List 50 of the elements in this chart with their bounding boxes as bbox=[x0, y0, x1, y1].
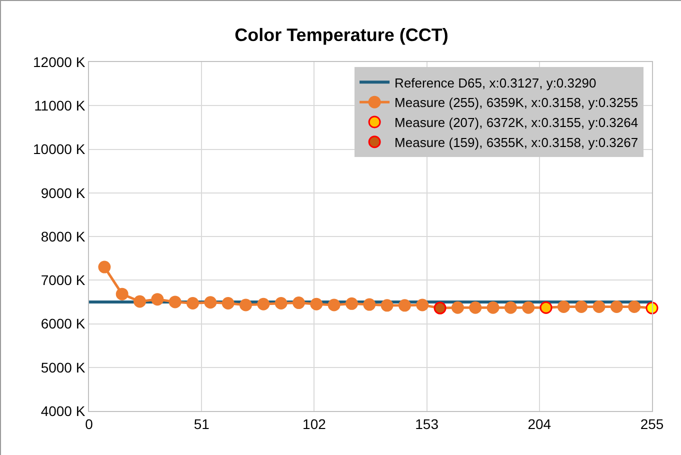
point bbox=[363, 298, 376, 311]
point bbox=[310, 298, 323, 310]
point bbox=[592, 300, 606, 313]
point bbox=[257, 298, 270, 310]
point bbox=[186, 297, 200, 310]
legend-label: Measure (159), 6355K, x:0.3158, y:0.3267 bbox=[394, 134, 638, 150]
x-tick-label: 153 bbox=[415, 416, 439, 432]
x-tick-label: 255 bbox=[640, 416, 664, 432]
y-tick-label: 5000 K bbox=[40, 359, 86, 376]
point bbox=[204, 296, 217, 309]
y-tick-label: 6000 K bbox=[40, 316, 86, 332]
legend-label: Measure (255), 6359K, x:0.3158, y:0.3255 bbox=[394, 95, 638, 110]
point bbox=[398, 299, 411, 312]
y-tick-label: 4000 K bbox=[40, 402, 86, 419]
point bbox=[486, 301, 500, 314]
point bbox=[557, 300, 570, 313]
point bbox=[380, 299, 394, 312]
point bbox=[522, 301, 535, 314]
point bbox=[345, 297, 358, 310]
point bbox=[151, 293, 164, 306]
y-tick-label: 8000 K bbox=[40, 228, 86, 244]
y-tick-label: 9000 K bbox=[40, 184, 86, 201]
point bbox=[628, 300, 641, 313]
point bbox=[610, 300, 623, 313]
y-tick-label: 10000 K bbox=[33, 141, 86, 158]
point bbox=[416, 298, 429, 312]
point bbox=[134, 295, 146, 308]
point bbox=[240, 298, 252, 312]
x-tick-label: 51 bbox=[194, 416, 210, 432]
x-tick-label: 0 bbox=[85, 416, 94, 432]
y-tick-label: 11000 K bbox=[34, 98, 86, 114]
point bbox=[274, 297, 288, 310]
legend-label: Measure (207), 6372K, x:0.3155, y:0.3264 bbox=[394, 115, 638, 130]
point bbox=[168, 296, 182, 308]
point bbox=[504, 301, 517, 314]
chart-title: Color Temperature (CCT) bbox=[234, 24, 448, 45]
y-tick-label: 7000 K bbox=[40, 272, 86, 288]
point bbox=[451, 301, 464, 314]
point bbox=[646, 302, 658, 314]
point bbox=[292, 296, 305, 310]
x-tick-label: 102 bbox=[302, 416, 326, 432]
point bbox=[222, 297, 234, 310]
point bbox=[116, 288, 128, 300]
y-tick-label: 12000 K bbox=[33, 54, 86, 70]
legend-label: Reference D65, x:0.3127, y:0.3290 bbox=[394, 75, 596, 90]
x-tick-label: 204 bbox=[528, 416, 552, 432]
point bbox=[469, 301, 482, 314]
point bbox=[575, 300, 588, 313]
point bbox=[328, 298, 340, 312]
point bbox=[98, 260, 111, 274]
